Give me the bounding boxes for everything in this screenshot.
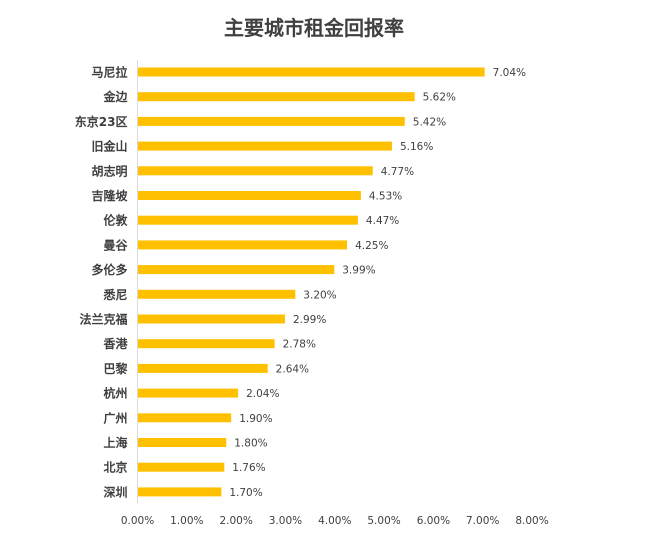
chart-title: 主要城市租金回报率: [224, 16, 404, 40]
data-label: 4.53%: [369, 191, 402, 203]
bar: [138, 413, 232, 423]
bar: [138, 388, 239, 398]
bar: [138, 116, 405, 126]
data-label: 2.64%: [276, 363, 309, 375]
bar: [138, 289, 296, 299]
category-label: 悉尼: [102, 287, 127, 302]
data-label: 3.20%: [303, 289, 336, 301]
bar: [138, 141, 392, 151]
category-label: 上海: [103, 435, 127, 450]
category-label: 旧金山: [91, 139, 127, 154]
x-tick-label: 3.00%: [269, 515, 302, 527]
category-label: 广州: [103, 410, 127, 425]
data-label: 1.90%: [239, 413, 272, 425]
data-label: 5.42%: [413, 116, 446, 128]
category-label: 胡志明: [91, 163, 127, 178]
category-label: 法兰克福: [79, 312, 127, 327]
data-label: 1.76%: [232, 462, 265, 474]
bar: [138, 92, 415, 102]
data-label: 4.77%: [381, 166, 414, 178]
data-label: 3.99%: [342, 265, 375, 277]
bar: [138, 339, 275, 349]
data-label: 4.47%: [366, 215, 399, 227]
bar: [138, 462, 225, 472]
bar: [138, 166, 373, 176]
labels-layer: 马尼拉 7.04% 金边 5.62% 东京23区 5.42% 旧金山 5.16% 胡志明 4.77…: [75, 65, 526, 500]
x-tick-label: 5.00%: [367, 515, 400, 527]
category-label: 多伦多: [91, 262, 127, 277]
data-label: 1.80%: [234, 438, 267, 450]
category-label: 伦敦: [103, 213, 128, 228]
bar: [138, 265, 335, 275]
bar: [138, 215, 358, 225]
category-label: 北京: [103, 460, 127, 475]
data-label: 5.16%: [400, 141, 433, 153]
category-label: 杭州: [103, 386, 127, 401]
data-label: 2.99%: [293, 314, 326, 326]
bar: [138, 240, 348, 250]
data-label: 1.70%: [229, 487, 262, 499]
data-label: 7.04%: [493, 67, 526, 79]
category-label: 东京23区: [75, 114, 128, 129]
x-tick-label: 7.00%: [466, 515, 499, 527]
bar: [138, 67, 485, 77]
x-tick-label: 4.00%: [318, 515, 351, 527]
category-label: 深圳: [103, 484, 127, 499]
data-label: 5.62%: [423, 92, 456, 104]
bars-layer: [138, 67, 485, 497]
category-label: 曼谷: [103, 237, 128, 252]
category-label: 金边: [102, 89, 128, 104]
bar: [138, 363, 268, 373]
category-label: 吉隆坡: [91, 188, 128, 203]
x-tick-label: 2.00%: [219, 515, 252, 527]
bar: [138, 438, 227, 447]
category-label: 香港: [102, 336, 128, 351]
category-label: 巴黎: [103, 361, 127, 376]
x-tick-label: 1.00%: [170, 515, 203, 527]
x-tick-label: 6.00%: [417, 515, 450, 527]
ticks-layer: 0.00% 1.00% 2.00% 3.00% 4.00% 5.00% 6.00% 7.00%…: [121, 515, 549, 527]
bar: [138, 487, 222, 497]
data-label: 4.25%: [355, 240, 388, 252]
bar: [138, 314, 285, 324]
data-label: 2.04%: [246, 388, 279, 400]
data-label: 2.78%: [283, 339, 316, 351]
x-tick-label: 8.00%: [515, 515, 548, 527]
x-tick-label: 0.00%: [121, 515, 154, 527]
bar: [138, 191, 361, 200]
category-label: 马尼拉: [91, 65, 127, 80]
